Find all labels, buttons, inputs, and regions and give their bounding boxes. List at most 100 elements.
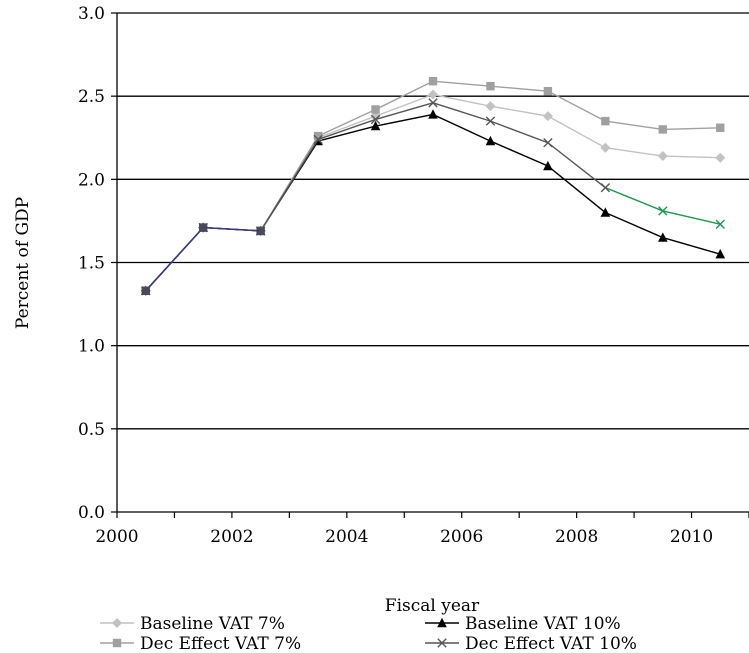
series-line-segment xyxy=(490,120,549,144)
series-line-segment xyxy=(547,165,606,214)
y-axis-title: Percent of GDP xyxy=(13,197,33,329)
series-line-segment xyxy=(490,140,549,167)
data-point xyxy=(198,222,208,233)
data-point xyxy=(255,226,266,236)
grid-lines xyxy=(117,12,749,430)
series-x xyxy=(141,98,725,296)
legend-label: Dec Effect VAT 10% xyxy=(465,634,637,653)
series-line-segment xyxy=(432,102,491,122)
y-tick-label: 1.0 xyxy=(78,337,105,357)
x-tick-label: 2004 xyxy=(325,527,368,547)
data-point xyxy=(141,286,151,296)
x-tick-labels: 2000 2002 2004 2006 2008 2010 xyxy=(95,527,713,547)
y-tick-labels: 0.0 0.5 1.0 1.5 2.0 2.5 3.0 xyxy=(78,4,105,523)
data-point xyxy=(600,182,611,193)
data-point xyxy=(657,151,668,162)
series-line-segment xyxy=(145,227,204,292)
series-line-segment xyxy=(490,85,548,92)
data-point xyxy=(485,116,496,126)
legend-marker xyxy=(112,618,122,628)
series-line-segment xyxy=(317,118,376,141)
series-line-segment xyxy=(605,147,663,157)
series-line-segment xyxy=(547,115,606,149)
series-line-segment xyxy=(375,80,434,111)
series-line-segment xyxy=(662,236,721,255)
data-point xyxy=(716,123,725,132)
data-point xyxy=(658,206,668,216)
series-line-segment xyxy=(203,226,261,232)
data-point xyxy=(601,116,610,126)
data-point xyxy=(543,160,553,171)
series-line-segment xyxy=(375,102,434,121)
y-tick-label: 2.5 xyxy=(78,87,105,107)
series-line-segment xyxy=(317,115,376,139)
series-line-segment xyxy=(662,210,721,225)
series-line-segment xyxy=(490,105,549,117)
series-line-segment xyxy=(432,80,491,87)
data-point xyxy=(600,207,611,217)
series-line-segment xyxy=(605,211,664,239)
x-tick-label: 2008 xyxy=(555,527,598,547)
data-point xyxy=(715,219,725,229)
legend-item: Dec Effect VAT 10% xyxy=(425,634,637,653)
legend: Baseline VAT 7% Baseline VAT 10%Dec Effec… xyxy=(100,614,637,653)
legend-marker xyxy=(437,638,447,648)
series-line-segment xyxy=(260,139,319,232)
x-axis-title: Fiscal year xyxy=(385,596,480,616)
series-diamond xyxy=(140,89,726,296)
y-tick-label: 0.5 xyxy=(78,420,105,440)
series-line-segment xyxy=(662,127,721,131)
legend-label: Baseline VAT 10% xyxy=(465,614,621,634)
y-tick-label: 1.5 xyxy=(78,254,105,274)
data-point xyxy=(370,114,381,125)
series-line-segment xyxy=(547,90,606,122)
data-point xyxy=(715,248,726,259)
legend-marker xyxy=(437,617,447,628)
data-point xyxy=(428,89,438,100)
data-point xyxy=(485,101,496,112)
legend-item: Dec Effect VAT 7% xyxy=(100,634,301,653)
series-line-segment xyxy=(375,93,434,117)
x-tick-label: 2000 xyxy=(95,527,138,547)
data-point xyxy=(715,152,726,163)
series-group xyxy=(140,76,726,296)
data-point xyxy=(600,142,611,153)
series-line-segment xyxy=(432,113,491,142)
series-line-segment xyxy=(662,155,721,159)
legend-item: Baseline VAT 7% xyxy=(100,614,285,634)
data-point xyxy=(543,86,553,96)
x-tick-label: 2010 xyxy=(670,527,713,547)
y-tick-label: 0.0 xyxy=(78,503,105,523)
data-point xyxy=(428,98,438,108)
legend-item: Baseline VAT 10% xyxy=(425,614,621,634)
series-line-segment xyxy=(317,125,376,142)
data-point xyxy=(313,134,323,145)
series-triangle xyxy=(140,109,726,295)
data-point xyxy=(370,120,381,131)
y-tick-label: 3.0 xyxy=(78,4,105,24)
series-line-segment xyxy=(375,113,434,127)
legend-label: Baseline VAT 7% xyxy=(140,614,285,634)
data-point xyxy=(658,232,668,242)
data-point xyxy=(428,109,438,119)
legend-marker xyxy=(112,638,122,648)
data-point xyxy=(371,105,380,114)
series-line-segment xyxy=(432,93,491,107)
data-point xyxy=(542,111,553,122)
series-line-segment xyxy=(317,108,376,137)
series-line-segment xyxy=(547,142,606,189)
data-point xyxy=(313,131,323,141)
x-tick-label: 2002 xyxy=(210,527,253,547)
data-point xyxy=(485,135,496,146)
data-point xyxy=(428,76,438,86)
x-tick-label: 2006 xyxy=(440,527,483,547)
data-point xyxy=(486,81,495,91)
series-line-segment xyxy=(605,187,664,212)
y-tick-label: 2.0 xyxy=(78,170,105,190)
series-line-segment xyxy=(605,120,663,131)
data-point xyxy=(658,125,668,134)
data-point xyxy=(543,138,553,148)
axes xyxy=(111,12,749,518)
legend-label: Dec Effect VAT 7% xyxy=(140,634,301,653)
